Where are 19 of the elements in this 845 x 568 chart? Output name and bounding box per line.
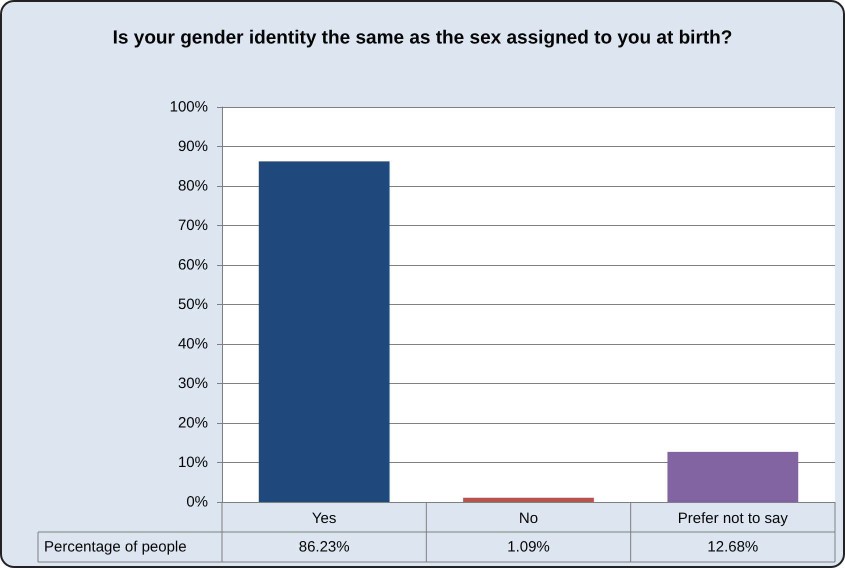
chart-title: Is your gender identity the same as the sex assigned to you at birth? bbox=[112, 28, 732, 48]
y-tick-label: 60% bbox=[178, 256, 208, 274]
y-tick-label: 50% bbox=[178, 296, 208, 313]
data-label: 12.68% bbox=[707, 538, 758, 556]
y-tick-label: 40% bbox=[178, 336, 208, 352]
y-tick-label: 20% bbox=[178, 414, 208, 432]
x-tick-label: Yes bbox=[312, 510, 336, 527]
y-tick-label: 100% bbox=[170, 98, 208, 116]
y-tick-label: 10% bbox=[178, 454, 208, 471]
y-tick-label: 0% bbox=[186, 494, 208, 510]
text: Percentage of people bbox=[44, 538, 187, 556]
y-tick-label: 80% bbox=[178, 178, 208, 194]
x-tick-label: No bbox=[518, 510, 538, 527]
x-tick-label: Prefer not to say bbox=[678, 510, 788, 527]
y-tick-label: 30% bbox=[178, 375, 208, 392]
data-label: 1.09% bbox=[507, 538, 550, 556]
data-label: 86.23% bbox=[298, 538, 350, 556]
y-tick-label: 90% bbox=[178, 138, 208, 155]
y-tick-label: 70% bbox=[178, 217, 208, 234]
